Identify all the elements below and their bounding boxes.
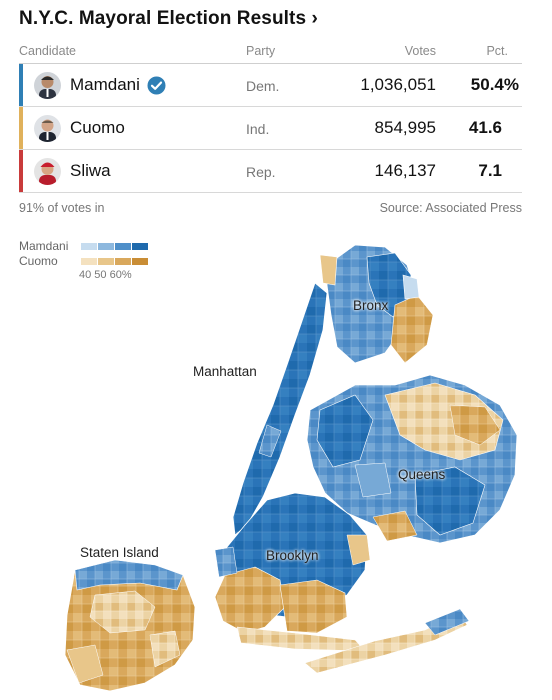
reporting-status: 91% of votes in	[19, 201, 105, 215]
legend-swatch	[115, 258, 131, 265]
avatar	[34, 72, 61, 99]
party-color-bar	[19, 107, 23, 149]
table-row: Mamdani Dem. 1,036,051 50.4%	[19, 64, 522, 107]
header-candidate: Candidate	[19, 44, 76, 58]
table-header: Candidate Party Votes Pct.	[19, 38, 522, 64]
legend-swatch	[115, 243, 131, 250]
rockaway-peninsula	[304, 608, 470, 674]
legend-label-mamdani: Mamdani	[19, 239, 69, 253]
nyc-precinct-map	[55, 235, 535, 700]
label-brooklyn: Brooklyn	[266, 548, 319, 563]
header-votes: Votes	[404, 44, 436, 58]
winner-check-icon	[147, 76, 166, 95]
candidate-name: Mamdani	[70, 75, 140, 94]
table-row: Sliwa Rep. 146,137 7.1	[19, 150, 522, 193]
candidate-votes: 146,137	[374, 161, 436, 180]
legend-swatch	[81, 258, 97, 265]
label-manhattan: Manhattan	[193, 364, 257, 379]
legend-swatch	[98, 243, 114, 250]
party-color-bar	[19, 150, 23, 192]
candidate-votes: 854,995	[374, 118, 436, 137]
legend-swatch	[132, 243, 148, 250]
header-party: Party	[246, 44, 276, 58]
candidate-name: Cuomo	[70, 118, 125, 137]
candidate-votes: 1,036,051	[360, 75, 436, 94]
table-row: Cuomo Ind. 854,995 41.6	[19, 107, 522, 150]
queens-borough	[306, 374, 518, 544]
legend-ticks: 40 50 60%	[79, 269, 132, 281]
legend-swatch	[81, 243, 97, 250]
legend-label-cuomo: Cuomo	[19, 254, 58, 268]
avatar	[34, 158, 61, 185]
candidate-name: Sliwa	[70, 161, 111, 180]
legend-swatch	[98, 258, 114, 265]
bronx-borough	[319, 244, 434, 364]
candidate-pct: 50.4%	[470, 75, 519, 94]
table-footer: 91% of votes in Source: Associated Press	[19, 201, 522, 215]
candidate-pct: 41.6	[468, 118, 502, 137]
label-staten-island: Staten Island	[80, 545, 159, 560]
staten-island-borough	[64, 559, 196, 692]
party-color-bar	[19, 64, 23, 106]
brooklyn-borough	[214, 492, 371, 652]
label-bronx: Bronx	[353, 298, 389, 313]
label-queens: Queens	[398, 467, 446, 482]
avatar	[34, 115, 61, 142]
candidate-party: Dem.	[246, 78, 280, 94]
results-table: Candidate Party Votes Pct. Mamdani Dem. …	[19, 38, 522, 193]
page-title[interactable]: N.Y.C. Mayoral Election Results ›	[19, 8, 318, 29]
header-pct: Pct.	[486, 44, 508, 58]
candidate-party: Rep.	[246, 164, 276, 180]
candidate-party: Ind.	[246, 121, 270, 137]
source-credit: Source: Associated Press	[379, 201, 522, 215]
legend-swatch	[132, 258, 148, 265]
candidate-pct: 7.1	[478, 161, 502, 180]
